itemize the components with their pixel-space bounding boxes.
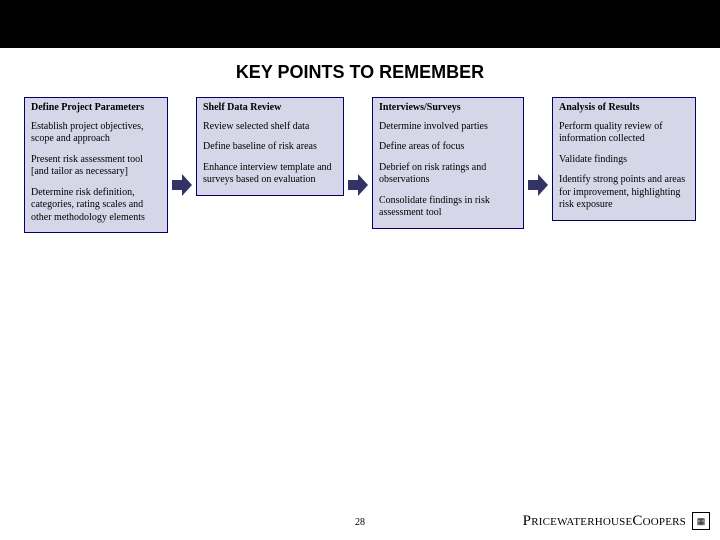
page-title: KEY POINTS TO REMEMBER	[0, 62, 720, 83]
arrow-icon	[348, 174, 368, 196]
flow-col-3-item-0: Perform quality review of information co…	[559, 121, 689, 146]
flow-col-1-header: Shelf Data Review	[203, 102, 337, 115]
flow-col-2-item-0: Determine involved parties	[379, 121, 517, 134]
page-number: 28	[355, 517, 365, 528]
arrow-icon	[528, 174, 548, 196]
flowchart: Define Project Parameters Establish proj…	[0, 97, 720, 233]
flow-col-3-header: Analysis of Results	[559, 102, 689, 115]
flow-col-0-header: Define Project Parameters	[31, 102, 161, 115]
flow-col-1-item-2: Enhance interview template and surveys b…	[203, 162, 337, 187]
flow-col-2-header: Interviews/Surveys	[379, 102, 517, 115]
flow-col-3-item-1: Validate findings	[559, 154, 689, 167]
flow-col-0-item-0: Establish project objectives, scope and …	[31, 121, 161, 146]
flow-col-0-item-2: Determine risk definition, categories, r…	[31, 187, 161, 225]
flow-col-2-item-2: Debrief on risk ratings and observations	[379, 162, 517, 187]
flow-col-1: Shelf Data Review Review selected shelf …	[196, 97, 344, 196]
flow-col-0-item-1: Present risk assessment tool [and tailor…	[31, 154, 161, 179]
flow-col-2: Interviews/Surveys Determine involved pa…	[372, 97, 524, 229]
footer-logo: PricewaterhouseCoopers ▦	[523, 512, 710, 530]
logo-mark-icon: ▦	[692, 512, 710, 530]
flow-col-1-item-0: Review selected shelf data	[203, 121, 337, 134]
footer: 28 PricewaterhouseCoopers ▦	[0, 510, 720, 534]
flow-col-2-item-1: Define areas of focus	[379, 141, 517, 154]
flow-col-2-item-3: Consolidate findings in risk assessment …	[379, 195, 517, 220]
flow-col-1-item-1: Define baseline of risk areas	[203, 141, 337, 154]
flow-col-0: Define Project Parameters Establish proj…	[24, 97, 168, 233]
flow-col-3: Analysis of Results Perform quality revi…	[552, 97, 696, 221]
logo-text: PricewaterhouseCoopers	[523, 513, 686, 530]
arrow-icon	[172, 174, 192, 196]
top-bar	[0, 0, 720, 48]
flow-col-3-item-2: Identify strong points and areas for imp…	[559, 174, 689, 212]
